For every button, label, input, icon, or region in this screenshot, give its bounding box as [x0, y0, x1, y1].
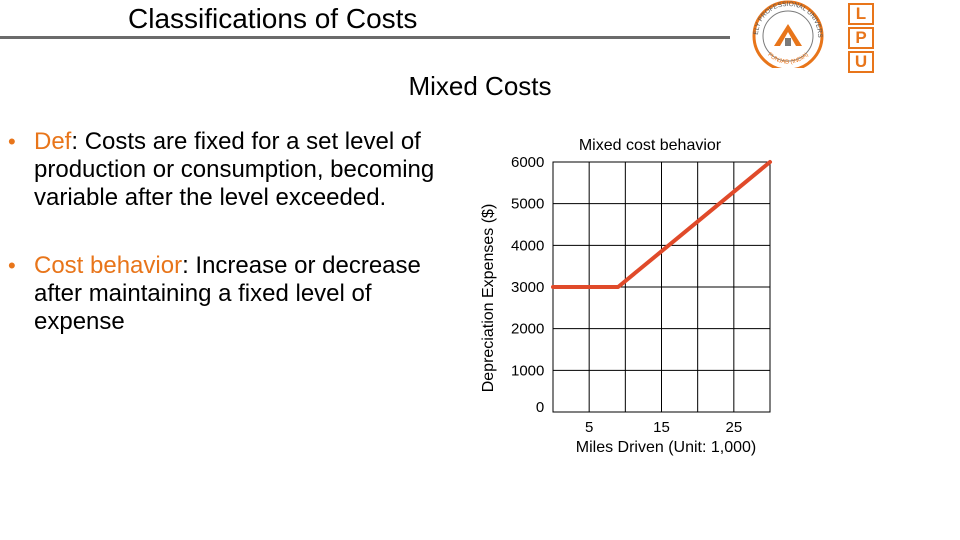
bullet-dot-icon: • — [8, 129, 16, 154]
x-tick-label: 15 — [653, 419, 670, 436]
y-tick-label: 2000 — [511, 321, 544, 338]
mixed-cost-line — [551, 160, 772, 289]
bullet-term: Def — [34, 128, 72, 155]
x-axis-label: Miles Driven (Unit: 1,000) — [576, 439, 757, 456]
x-tick-label: 25 — [725, 419, 742, 436]
title-divider — [0, 36, 730, 39]
bullet-text: : Increase or decrease after maintaining… — [34, 252, 421, 335]
slide-title: Classifications of Costs — [128, 3, 418, 34]
bullet-cost-behavior: • Cost behavior: Increase or decrease aft… — [8, 252, 438, 336]
y-tick-label: 1000 — [511, 362, 544, 379]
bullet-dot-icon: • — [8, 253, 16, 278]
bullet-text: : Costs are fixed for a set level of pro… — [34, 128, 435, 211]
lpu-logo: L P U — [848, 3, 874, 75]
logo-letter: U — [848, 51, 874, 73]
bullet-term: Cost behavior — [34, 252, 183, 279]
logo-letter: L — [848, 3, 874, 25]
logo-letter: P — [848, 27, 874, 49]
y-tick-label: 3000 — [511, 279, 544, 296]
section-heading: Mixed Costs — [408, 71, 552, 101]
y-tick-label: 6000 — [511, 154, 544, 171]
bullet-definition: • Def: Costs are fixed for a set level of… — [8, 128, 438, 212]
x-tick-label: 5 — [585, 419, 593, 436]
y-axis-label: Depreciation Expenses ($) — [480, 204, 497, 393]
university-seal-logo: LOVELY PROFESSIONAL UNIVERSITY PUNJAB (I… — [738, 0, 824, 68]
bullet-list: • Def: Costs are fixed for a set level of… — [8, 128, 438, 336]
y-tick-label: 4000 — [511, 237, 544, 254]
y-tick-label: 5000 — [511, 196, 544, 213]
y-tick-label: 0 — [536, 399, 544, 416]
chart-title: Mixed cost behavior — [579, 137, 722, 154]
